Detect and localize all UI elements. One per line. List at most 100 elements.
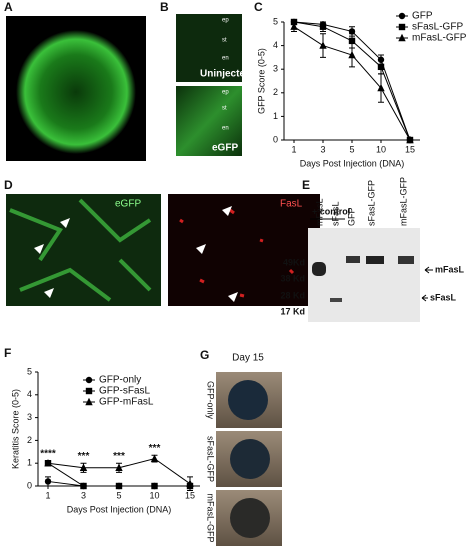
x-axis-label: Days Post Injection (DNA) <box>300 158 405 168</box>
legend-label: sFasL-GFP <box>412 22 463 33</box>
legend-label: GFP-mFasL <box>99 397 154 408</box>
legend-label: GFP <box>412 11 433 22</box>
marker-label: 28 Kd <box>280 290 305 300</box>
marker-label: 49Kd <box>283 257 305 267</box>
image <box>168 194 320 306</box>
band <box>330 298 342 302</box>
arrowhead <box>34 218 70 298</box>
panel-label: D <box>4 178 13 192</box>
lane-label: GFP <box>346 207 356 226</box>
image-title: Day 15 <box>232 353 264 364</box>
y-tick-label: 5 <box>27 366 32 376</box>
band <box>398 256 414 264</box>
x-tick-label: 5 <box>116 490 121 500</box>
band <box>366 256 384 264</box>
band <box>312 262 326 276</box>
panel-label: A <box>4 0 13 14</box>
marker <box>115 463 123 471</box>
marker <box>44 478 52 485</box>
x-tick-label: 1 <box>45 490 50 500</box>
x-axis-label: Days Post Injection (DNA) <box>67 504 172 514</box>
layer-label: st <box>222 38 227 44</box>
marker <box>406 135 414 144</box>
marker <box>290 22 298 30</box>
annotation: *** <box>78 451 90 462</box>
image-content <box>230 498 270 538</box>
y-tick-label: 2 <box>27 435 32 445</box>
x-tick-label: 15 <box>185 490 195 500</box>
row-label: sFasL-GFP <box>206 436 216 482</box>
image-label: eGFP <box>212 143 238 154</box>
marker-label: 17 Kd <box>280 306 305 316</box>
marker <box>79 463 88 471</box>
marker <box>151 482 158 490</box>
marker <box>348 37 356 45</box>
y-tick-label: 3 <box>273 64 278 74</box>
image-content <box>228 380 268 420</box>
x-tick-label: 3 <box>320 144 325 154</box>
y-axis-label: GFP Score (0-5) <box>256 48 266 114</box>
legend-label: GFP-only <box>99 375 141 386</box>
layer-label: st <box>222 106 227 112</box>
marker <box>186 479 194 487</box>
marker <box>85 376 93 384</box>
image-label: Uninjected <box>200 69 251 80</box>
row-label: mFasL-GFP <box>206 493 216 542</box>
y-tick-label: 1 <box>27 458 32 468</box>
annotation: *** <box>149 443 161 454</box>
marker <box>377 83 385 92</box>
legend-label: GFP-sFasL <box>99 386 151 397</box>
band <box>346 256 360 263</box>
marker <box>44 459 52 467</box>
panel-label: G <box>200 348 209 362</box>
image-label: FasL <box>280 199 303 210</box>
x-tick-label: 10 <box>149 490 159 500</box>
y-tick-label: 2 <box>273 87 278 97</box>
image-label: eGFP <box>115 199 141 210</box>
marker <box>80 482 87 490</box>
image <box>176 14 242 82</box>
marker <box>398 23 406 31</box>
marker <box>319 23 327 30</box>
marker <box>398 12 406 20</box>
image <box>6 194 161 306</box>
image-content <box>230 439 270 479</box>
y-tick-label: 4 <box>273 40 278 50</box>
panel-label: B <box>160 0 169 14</box>
marker-label: 38 Kd <box>280 273 305 283</box>
image-content <box>9 198 152 302</box>
layer-label: ep <box>222 90 229 96</box>
y-tick-label: 5 <box>273 16 278 26</box>
lane-label: sFasL-GFP <box>366 180 376 226</box>
layer-label: en <box>222 56 229 62</box>
marker <box>115 482 123 490</box>
x-tick-label: 10 <box>376 144 386 154</box>
x-tick-label: 5 <box>349 144 354 154</box>
marker <box>348 50 356 59</box>
y-tick-label: 0 <box>273 134 278 144</box>
y-axis-label: Keratitis Score (0-5) <box>10 389 20 469</box>
lane-label: sFasL <box>330 201 340 226</box>
marker <box>85 397 93 406</box>
band-label: mFasL <box>435 264 465 274</box>
panel-label: C <box>254 0 263 14</box>
lane-label: mFasL-GFP <box>398 177 408 226</box>
panel-label: E <box>302 178 310 192</box>
y-tick-label: 4 <box>27 389 32 399</box>
y-tick-label: 3 <box>27 412 32 422</box>
y-tick-label: 0 <box>27 480 32 490</box>
annotation: **** <box>40 449 56 460</box>
legend-label: mFasL-GFP <box>412 33 467 44</box>
layer-label: en <box>222 126 229 132</box>
marker <box>398 33 406 42</box>
x-tick-label: 1 <box>291 144 296 154</box>
annotation: *** <box>113 451 125 462</box>
x-tick-label: 15 <box>405 144 415 154</box>
marker <box>319 41 327 49</box>
row-label: GFP-only <box>206 381 216 420</box>
lane-label: mFasL <box>314 198 324 226</box>
marker <box>348 28 356 35</box>
marker <box>85 387 93 395</box>
x-tick-label: 3 <box>81 490 86 500</box>
marker <box>377 63 385 71</box>
